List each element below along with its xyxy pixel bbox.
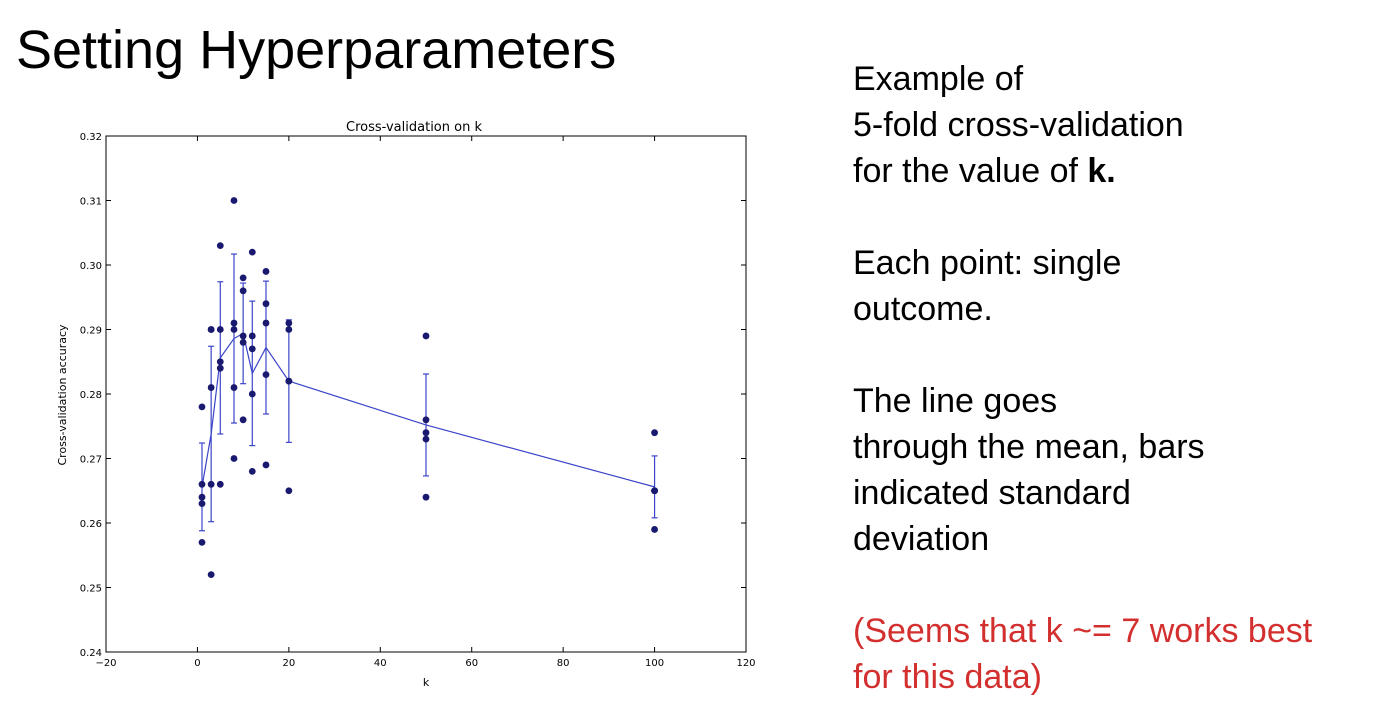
x-axis-label: k (423, 676, 430, 689)
data-point (285, 326, 293, 333)
data-point (230, 319, 238, 327)
data-point (230, 384, 238, 391)
data-point (239, 274, 247, 282)
data-point (216, 364, 224, 372)
plot-frame (105, 135, 747, 653)
data-point (422, 416, 430, 424)
x-tick-label: 80 (557, 658, 570, 669)
data-point (207, 480, 215, 488)
data-point (248, 248, 256, 256)
desc-line: deviation (853, 520, 990, 558)
data-point (651, 487, 658, 495)
x-tick-label: 100 (645, 658, 664, 669)
axis-ticks: −20 0 20 40 60 80 100 120 0.24 0.25 0.26 0.27 0.28 0.… (80, 132, 756, 669)
data-point (285, 319, 293, 327)
description-panel: Example of 5-fold cross-validation for t… (853, 56, 1312, 700)
data-point (198, 403, 206, 411)
data-point (239, 416, 247, 424)
data-point (230, 326, 238, 333)
data-point (262, 461, 270, 469)
x-tick-label: 60 (465, 658, 478, 669)
y-tick-label: 0.28 (80, 390, 102, 401)
data-point (422, 493, 430, 501)
y-tick-label: 0.31 (80, 197, 102, 208)
y-axis-label: Cross-validation accuracy (56, 324, 69, 466)
y-tick-label: 0.24 (80, 648, 102, 659)
data-point (248, 468, 256, 475)
data-point (262, 319, 270, 327)
error-bars (199, 253, 658, 532)
data-point (198, 538, 206, 546)
data-point (285, 377, 293, 385)
data-point (239, 332, 247, 340)
data-point (248, 390, 256, 398)
data-points (198, 197, 658, 578)
y-tick-label: 0.30 (80, 261, 102, 272)
y-tick-label: 0.27 (80, 455, 102, 466)
k-bold: k. (1087, 152, 1116, 190)
slide-title: Setting Hyperparameters (16, 20, 617, 80)
cv-chart: Cross-validation on k Cross-validation a… (56, 120, 756, 689)
data-point (216, 358, 224, 366)
y-tick-label: 0.32 (80, 132, 102, 143)
desc-line: outcome. (853, 290, 993, 328)
data-point (216, 480, 224, 488)
data-point (239, 339, 247, 346)
data-point (262, 300, 270, 308)
data-point (651, 429, 658, 437)
data-point (422, 435, 430, 443)
data-point (207, 384, 215, 391)
data-point (248, 332, 256, 340)
data-point (422, 332, 430, 340)
data-point (230, 197, 238, 204)
data-point (207, 326, 215, 333)
data-point (239, 287, 247, 295)
data-point (230, 455, 238, 462)
data-point (248, 345, 256, 353)
y-tick-label: 0.29 (80, 326, 102, 337)
y-tick-label: 0.26 (80, 519, 102, 530)
data-point (262, 268, 270, 275)
desc-line: The line goes (853, 382, 1058, 420)
desc-line: 5-fold cross-validation (853, 106, 1184, 144)
x-tick-label: −20 (95, 658, 116, 669)
data-point (216, 326, 224, 333)
desc-line: indicated standard (853, 474, 1131, 512)
x-tick-label: 20 (282, 658, 295, 669)
data-point (198, 493, 206, 501)
data-point (262, 371, 270, 379)
desc-line: Example of (853, 60, 1024, 98)
note-line: (Seems that k ~= 7 works best (853, 612, 1313, 650)
data-point (198, 480, 206, 488)
desc-text: for the value of (853, 152, 1088, 190)
desc-line: Each point: single (853, 244, 1122, 282)
data-point (198, 500, 206, 508)
mean-line (201, 332, 655, 488)
data-point (216, 242, 224, 250)
data-point (285, 487, 293, 495)
y-tick-label: 0.25 (80, 584, 102, 595)
note-line: for this data) (853, 658, 1042, 696)
desc-line: through the mean, bars (853, 428, 1205, 466)
chart-title: Cross-validation on k (346, 120, 482, 135)
x-tick-label: 40 (374, 658, 387, 669)
data-point (651, 526, 658, 533)
desc-line: for the value of k. (853, 148, 1312, 194)
data-point (422, 429, 430, 437)
x-tick-label: 0 (194, 658, 200, 669)
data-point (207, 571, 215, 578)
x-tick-label: 120 (736, 658, 755, 669)
